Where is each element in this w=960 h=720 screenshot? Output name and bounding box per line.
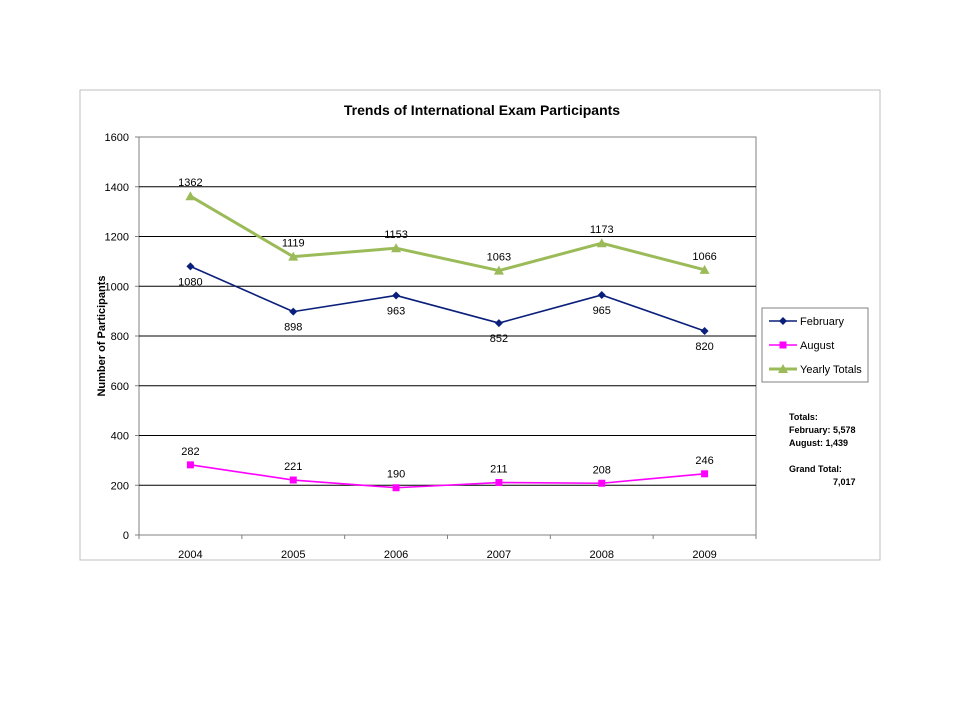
legend-label-august: August — [800, 340, 834, 352]
x-tick-label: 2008 — [590, 549, 614, 561]
legend-marker-yearly-totals — [778, 364, 788, 373]
data-label-february: 1080 — [178, 276, 202, 288]
data-point-february — [392, 291, 401, 300]
data-label-february: 852 — [490, 333, 508, 345]
data-label-august: 190 — [387, 469, 405, 481]
chart-title: Trends of International Exam Participant… — [344, 102, 620, 118]
x-tick-label: 2006 — [384, 549, 408, 561]
grand-total-value: 7,017 — [833, 477, 856, 487]
data-label-yearly-totals: 1153 — [384, 229, 408, 241]
totals-note: Totals: February: 5,578 August: 1,439 Gr… — [789, 411, 856, 489]
y-tick-label: 1200 — [105, 232, 129, 244]
data-label-yearly-totals: 1063 — [487, 252, 511, 264]
series-line-august — [190, 464, 705, 489]
data-label-yearly-totals: 1173 — [590, 224, 614, 236]
y-axis-label: Number of Participants — [96, 275, 108, 396]
data-point-yearly-totals — [185, 191, 196, 201]
gridlines — [139, 186, 756, 486]
data-label-yearly-totals: 1119 — [282, 238, 305, 250]
data-point-yearly-totals — [699, 264, 710, 274]
data-label-august: 282 — [181, 446, 199, 458]
data-label-august: 246 — [695, 455, 713, 467]
data-point-yearly-totals — [493, 265, 504, 275]
x-tick-label: 2004 — [178, 549, 202, 561]
data-point-august — [495, 479, 503, 487]
y-tick-label: 800 — [111, 331, 129, 343]
data-label-august: 211 — [490, 464, 508, 476]
series-group — [185, 191, 710, 492]
y-tick-label: 400 — [111, 431, 129, 443]
data-point-february — [597, 290, 606, 299]
axes: 0 200 400 600 800 1000 1200 1400 1600 2004 2005 200… — [105, 132, 757, 561]
data-labels: 1080 898 963 852 965 820 282 221 190 211 208 246 136… — [178, 177, 717, 481]
data-point-yearly-totals — [391, 243, 402, 253]
data-label-february: 898 — [284, 322, 302, 334]
legend-label-yearly-totals: Yearly Totals — [800, 364, 862, 376]
x-tick-label: 2005 — [281, 549, 305, 561]
series-line-yearly-totals — [189, 194, 705, 273]
x-tick-label: 2009 — [692, 549, 716, 561]
y-tick-label: 1600 — [105, 132, 129, 144]
data-point-february — [494, 319, 503, 328]
legend: February August Yearly Totals — [761, 307, 869, 383]
data-point-august — [701, 470, 709, 478]
data-label-august: 208 — [593, 464, 611, 476]
data-point-february — [289, 307, 298, 316]
data-point-february — [186, 262, 195, 271]
data-label-february: 965 — [593, 305, 611, 317]
y-tick-label: 0 — [123, 530, 129, 542]
x-tick-label: 2007 — [487, 549, 511, 561]
data-label-february: 963 — [387, 305, 405, 317]
data-point-august — [392, 484, 400, 492]
data-point-yearly-totals — [288, 251, 299, 261]
legend-label-february: February — [800, 316, 845, 328]
data-point-yearly-totals — [596, 238, 607, 248]
y-tick-label: 200 — [111, 480, 129, 492]
grand-total-label: Grand Total: — [789, 464, 842, 474]
totals-heading: Totals: — [789, 412, 818, 422]
data-point-august — [289, 476, 297, 484]
data-label-yearly-totals: 1362 — [178, 177, 202, 189]
y-tick-label: 600 — [111, 381, 129, 393]
data-point-february — [700, 327, 709, 336]
data-label-august: 221 — [284, 461, 302, 473]
y-tick-label: 1000 — [105, 281, 129, 293]
legend-marker-august — [779, 341, 787, 349]
series-line-february — [190, 265, 705, 332]
data-label-february: 820 — [695, 341, 713, 353]
y-tick-label: 1400 — [105, 182, 129, 194]
data-point-august — [598, 479, 606, 487]
data-label-yearly-totals: 1066 — [692, 251, 716, 263]
totals-february: February: 5,578 — [789, 425, 856, 435]
totals-august: August: 1,439 — [789, 438, 849, 448]
legend-marker-february — [779, 317, 787, 325]
data-point-august — [186, 461, 194, 469]
